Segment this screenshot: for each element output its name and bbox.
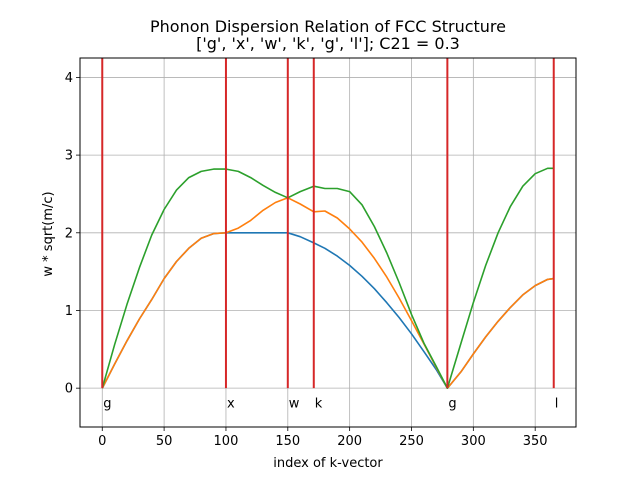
symmetry-label-w: w [289,397,300,412]
y-tick-label: 4 [65,71,73,86]
x-tick-label: 100 [214,434,239,449]
symmetry-label-x: x [227,397,235,412]
plot-frame [79,57,577,428]
x-tick-label: 350 [523,434,548,449]
symmetry-point-lines [101,58,555,389]
y-axis-ticks: 0 1 2 3 4 [65,71,80,397]
y-tick-label: 0 [65,382,73,397]
x-tick-label: 0 [98,434,106,449]
y-tick-label: 3 [65,149,73,164]
chart-subtitle: ['g', 'x', 'w', 'k', 'g', 'l']; C21 = 0.… [196,34,460,53]
y-tick-label: 2 [65,226,73,241]
series-lines [101,167,554,389]
x-tick-label: 300 [461,434,486,449]
x-axis-ticks: 0 50 100 150 200 250 300 350 [98,427,548,449]
series-line-2 [101,197,554,389]
x-tick-label: 50 [156,434,173,449]
y-tick-label: 1 [65,304,73,319]
symmetry-label-k: k [315,397,323,412]
x-tick-label: 200 [337,434,362,449]
symmetry-label-g: g [103,397,111,412]
series-line-3 [101,167,554,389]
symmetry-label-l: l [555,397,559,412]
x-tick-label: 150 [275,434,300,449]
x-tick-label: 250 [399,434,424,449]
chart-title: Phonon Dispersion Relation of FCC Struct… [150,17,506,36]
x-axis-label: index of k-vector [273,456,383,471]
y-axis-label: w * sqrt(m/c) [41,191,56,276]
symmetry-label-g: g [448,397,456,412]
